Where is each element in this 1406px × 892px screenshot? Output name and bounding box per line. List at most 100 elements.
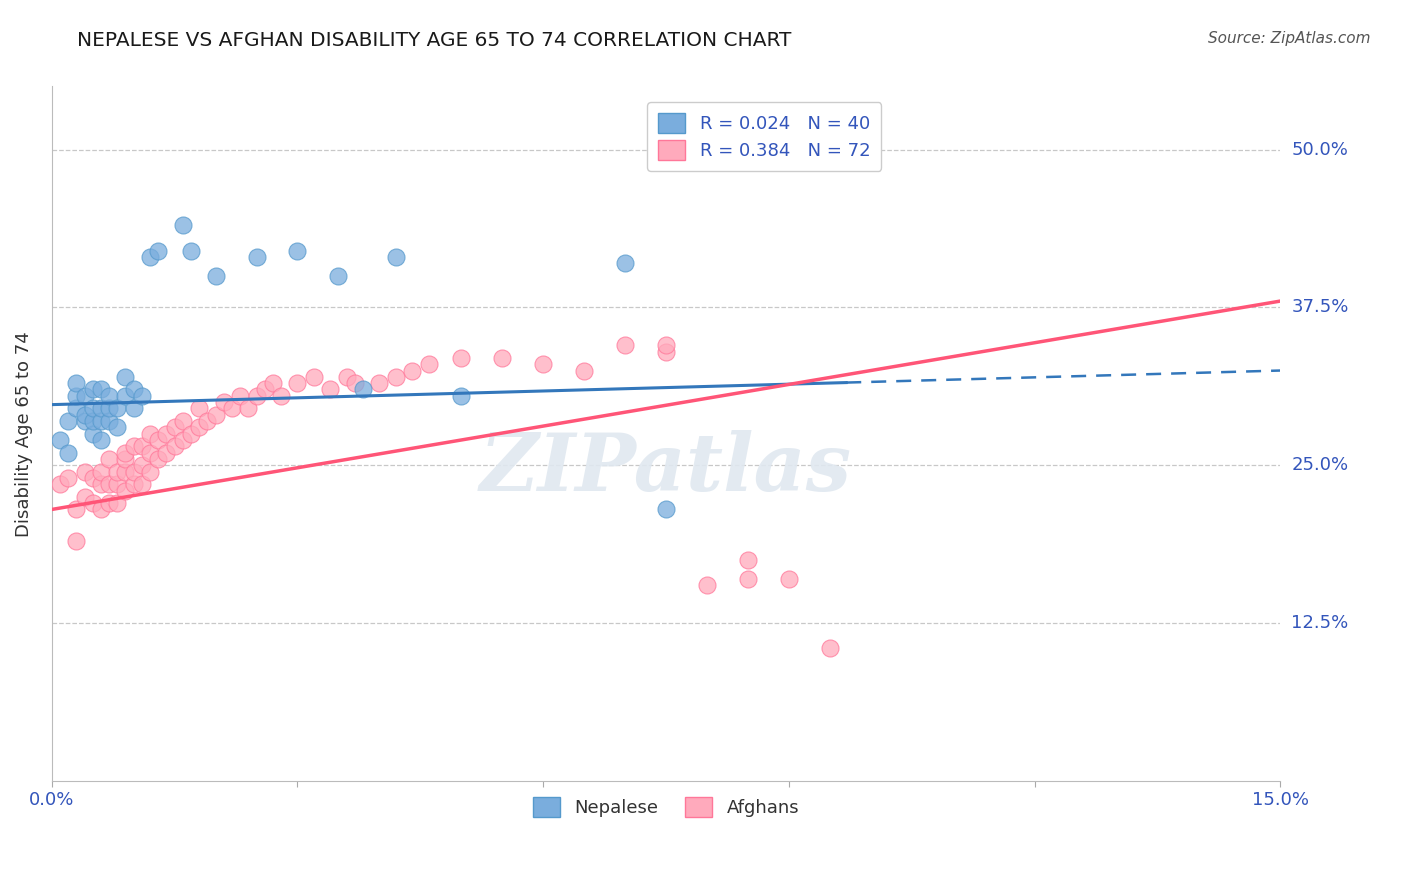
Point	[105, 477, 128, 491]
Point	[56, 445, 79, 459]
Point	[229, 389, 252, 403]
Point	[778, 572, 800, 586]
Point	[195, 414, 218, 428]
Point	[90, 414, 112, 428]
Point	[221, 401, 243, 416]
Point	[98, 496, 121, 510]
Point	[148, 452, 170, 467]
Point	[114, 465, 136, 479]
Point	[188, 420, 211, 434]
Point	[319, 383, 342, 397]
Point	[262, 376, 284, 391]
Point	[172, 433, 194, 447]
Point	[73, 490, 96, 504]
Point	[131, 458, 153, 473]
Point	[148, 433, 170, 447]
Point	[450, 351, 472, 365]
Point	[122, 477, 145, 491]
Point	[122, 401, 145, 416]
Point	[114, 389, 136, 403]
Point	[212, 395, 235, 409]
Point	[90, 401, 112, 416]
Point	[450, 389, 472, 403]
Point	[204, 408, 226, 422]
Point	[368, 376, 391, 391]
Point	[737, 572, 759, 586]
Text: NEPALESE VS AFGHAN DISABILITY AGE 65 TO 74 CORRELATION CHART: NEPALESE VS AFGHAN DISABILITY AGE 65 TO …	[77, 31, 792, 50]
Point	[65, 389, 87, 403]
Point	[270, 389, 292, 403]
Point	[737, 553, 759, 567]
Point	[384, 369, 406, 384]
Point	[343, 376, 366, 391]
Point	[82, 414, 104, 428]
Point	[491, 351, 513, 365]
Point	[287, 376, 309, 391]
Text: 50.0%: 50.0%	[1292, 141, 1348, 159]
Point	[90, 477, 112, 491]
Point	[253, 383, 276, 397]
Point	[336, 369, 359, 384]
Text: 25.0%: 25.0%	[1292, 456, 1348, 475]
Point	[73, 414, 96, 428]
Point	[90, 383, 112, 397]
Point	[82, 401, 104, 416]
Point	[98, 401, 121, 416]
Point	[287, 244, 309, 258]
Point	[163, 439, 186, 453]
Point	[180, 244, 202, 258]
Point	[172, 219, 194, 233]
Point	[139, 445, 162, 459]
Text: Source: ZipAtlas.com: Source: ZipAtlas.com	[1208, 31, 1371, 46]
Point	[155, 426, 177, 441]
Point	[73, 389, 96, 403]
Point	[418, 357, 440, 371]
Point	[245, 389, 267, 403]
Point	[65, 502, 87, 516]
Point	[105, 420, 128, 434]
Point	[204, 268, 226, 283]
Point	[65, 401, 87, 416]
Point	[572, 363, 595, 377]
Point	[98, 414, 121, 428]
Point	[98, 477, 121, 491]
Point	[90, 502, 112, 516]
Point	[155, 445, 177, 459]
Point	[139, 465, 162, 479]
Point	[98, 389, 121, 403]
Point	[188, 401, 211, 416]
Point	[696, 578, 718, 592]
Point	[105, 465, 128, 479]
Point	[122, 465, 145, 479]
Point	[655, 338, 678, 352]
Point	[131, 389, 153, 403]
Point	[302, 369, 325, 384]
Point	[56, 471, 79, 485]
Point	[172, 414, 194, 428]
Text: 37.5%: 37.5%	[1292, 299, 1348, 317]
Text: ZIPatlas: ZIPatlas	[479, 430, 852, 508]
Point	[49, 477, 72, 491]
Point	[139, 426, 162, 441]
Point	[614, 338, 637, 352]
Point	[614, 256, 637, 270]
Point	[401, 363, 423, 377]
Text: 12.5%: 12.5%	[1292, 614, 1348, 632]
Point	[98, 452, 121, 467]
Point	[245, 250, 267, 264]
Point	[531, 357, 554, 371]
Point	[238, 401, 260, 416]
Point	[114, 483, 136, 498]
Point	[82, 471, 104, 485]
Point	[655, 344, 678, 359]
Point	[65, 534, 87, 549]
Point	[49, 433, 72, 447]
Point	[73, 408, 96, 422]
Point	[82, 383, 104, 397]
Point	[655, 502, 678, 516]
Point	[122, 383, 145, 397]
Point	[122, 439, 145, 453]
Point	[105, 496, 128, 510]
Point	[131, 477, 153, 491]
Point	[90, 465, 112, 479]
